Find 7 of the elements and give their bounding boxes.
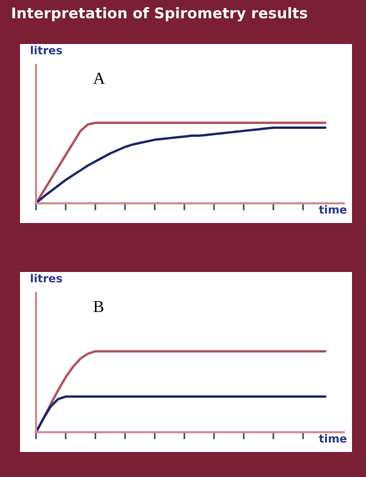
y-axis-title: litres	[30, 274, 62, 282]
x-axis-title: time	[318, 205, 346, 214]
chart-title: Interpretation of Spirometry results	[12, 7, 308, 22]
text: B	[94, 301, 104, 312]
text: A	[93, 72, 105, 84]
x-axis-title: time	[318, 434, 346, 443]
y-axis-title: litres	[30, 46, 62, 54]
